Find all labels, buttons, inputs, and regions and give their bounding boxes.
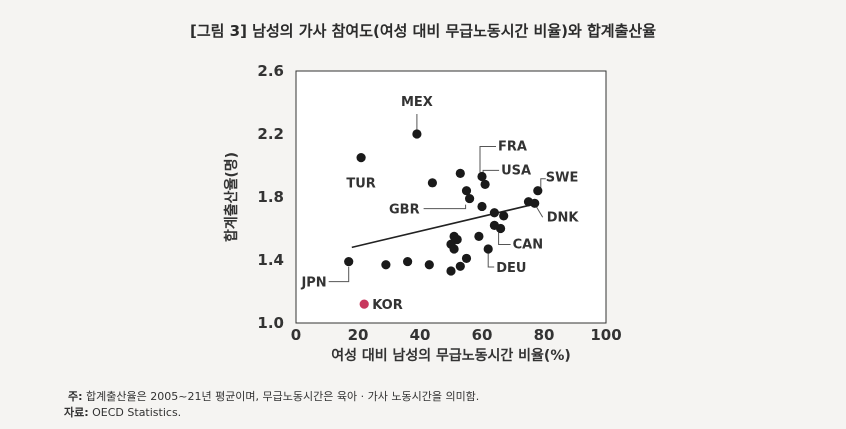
data-point-usa (480, 179, 490, 189)
point-label-deu: DEU (496, 261, 526, 276)
data-points (344, 129, 543, 309)
point-label-tur: TUR (346, 177, 375, 192)
y-tick-label: 1.0 (257, 314, 284, 332)
chart-title: [그림 3] 남성의 가사 참여도(여성 대비 무급노동시간 비율)와 합계출산… (189, 22, 657, 40)
data-point (489, 208, 499, 218)
data-point (455, 261, 465, 271)
data-point (446, 266, 456, 276)
data-point-jpn (344, 256, 354, 267)
data-point (499, 211, 509, 221)
leader-line-dnk (536, 207, 544, 218)
leader-line-gbr (423, 204, 467, 210)
data-point-dnk (530, 198, 540, 208)
point-label-gbr: GBR (389, 203, 420, 218)
point-label-fra: FRA (498, 140, 527, 155)
x-tick-label: 20 (348, 326, 369, 344)
source-text: OECD Statistics. (92, 406, 182, 419)
data-point-gbr (465, 193, 475, 204)
trendline-group (351, 202, 538, 249)
data-point (455, 168, 465, 178)
point-label-kor: KOR (372, 298, 403, 313)
footnote-text: 합계출산율은 2005~21년 평균이며, 무급노동시간은 육아 · 가사 노동… (86, 390, 480, 403)
trendline (351, 202, 538, 249)
data-point-deu (483, 244, 493, 254)
leader-line-jpn (328, 266, 350, 283)
source-note: 자료: OECD Statistics. (64, 404, 181, 420)
x-tick-label: 80 (534, 326, 555, 344)
point-label-dnk: DNK (547, 210, 580, 225)
y-tick-label: 1.8 (257, 188, 284, 206)
data-point (403, 256, 413, 267)
leader-line-can (498, 232, 511, 245)
data-point (461, 186, 472, 196)
data-point-swe (533, 186, 543, 196)
data-point (424, 260, 434, 270)
leader-line-swe (540, 178, 546, 188)
leader-line-deu (487, 252, 495, 268)
y-tick-label: 2.2 (257, 125, 284, 143)
point-label-swe: SWE (546, 171, 579, 186)
plot-area (295, 70, 607, 324)
y-tick-label: 2.6 (257, 62, 284, 80)
footnote: 주: 합계출산율은 2005~21년 평균이며, 무급노동시간은 육아 · 가사… (68, 388, 479, 404)
point-label-usa: USA (501, 163, 531, 178)
point-label-mex: MEX (401, 95, 433, 110)
y-tick-label: 1.4 (257, 251, 284, 269)
data-point (381, 260, 391, 270)
x-tick-labels: 0 20 40 60 80 100 (291, 326, 622, 344)
data-point-can (496, 223, 506, 234)
data-point (461, 253, 472, 264)
footnote-prefix: 주: (68, 390, 83, 403)
data-point (427, 178, 437, 188)
x-tick-label: 60 (472, 326, 493, 344)
data-point (474, 231, 484, 241)
data-point-fra (477, 171, 487, 182)
x-tick-label: 100 (590, 326, 621, 344)
leader-line-fra (479, 146, 496, 173)
y-axis-label: 합계출산율(명) (223, 152, 240, 242)
x-axis-label: 여성 대비 남성의 무급노동시간 비율(%) (331, 347, 571, 364)
data-point-tur (356, 153, 366, 163)
x-tick-label: 0 (291, 326, 301, 344)
y-tick-labels: 1.0 1.4 1.8 2.2 2.6 (257, 62, 284, 332)
point-label-can: CAN (513, 238, 543, 253)
data-point (449, 244, 459, 254)
x-tick-label: 40 (410, 326, 431, 344)
data-point (477, 201, 487, 212)
data-point-mex (412, 129, 422, 139)
data-point-kor (359, 299, 369, 309)
label-leaders (328, 114, 546, 283)
source-prefix: 자료: (64, 406, 89, 419)
point-labels: MEX TUR FRA USA GBR SWE DNK CAN DEU JPN KOR (300, 95, 579, 313)
point-label-jpn: JPN (300, 276, 326, 291)
